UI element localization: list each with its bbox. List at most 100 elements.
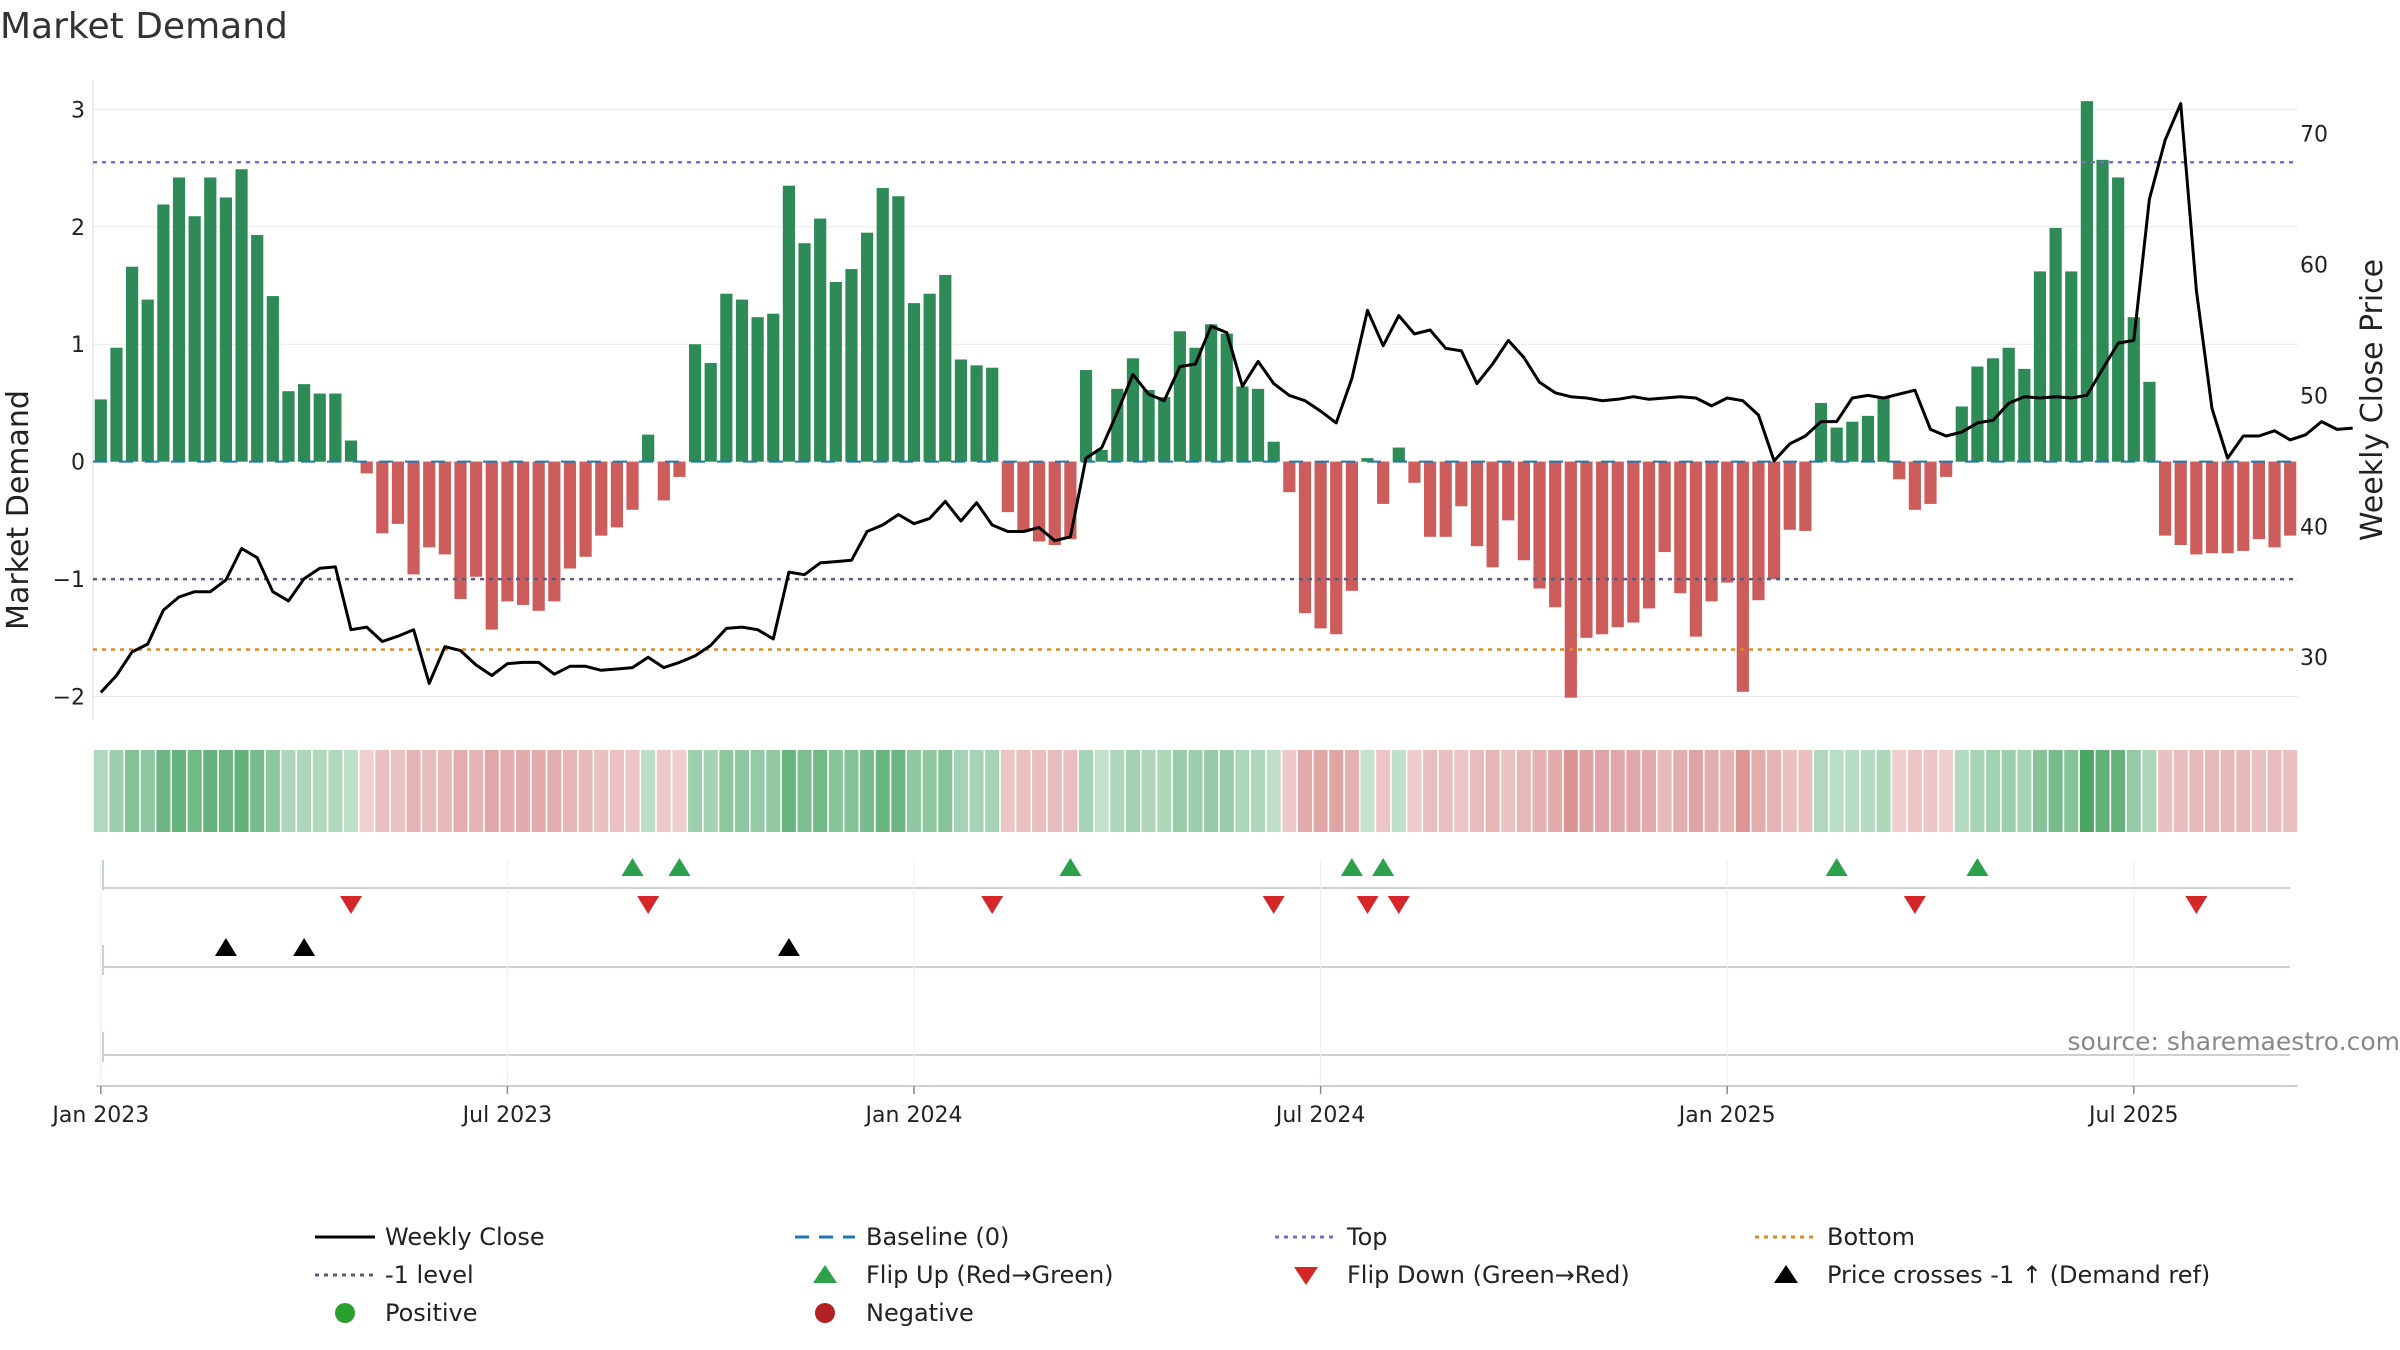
heat-cell — [140, 750, 155, 832]
demand-bar — [1908, 461, 1921, 510]
heat-cell — [2032, 750, 2047, 832]
demand-bar — [407, 461, 420, 575]
heat-cell — [1423, 750, 1438, 832]
heat-cell — [2267, 750, 2282, 832]
demand-bar — [1048, 461, 1061, 546]
demand-bar — [1377, 461, 1390, 504]
heat-cell — [1110, 750, 1125, 832]
heat-cell — [500, 750, 515, 832]
demand-bar — [1642, 461, 1656, 609]
demand-bar — [2127, 317, 2140, 462]
demand-bar — [1439, 461, 1452, 537]
demand-bar — [798, 243, 811, 462]
demand-bar — [1768, 461, 1781, 580]
legend-flip-up-icon — [813, 1265, 837, 1283]
heat-cell — [265, 750, 280, 832]
demand-bar — [1267, 441, 1280, 462]
heat-cell — [93, 750, 108, 832]
heat-cell — [2189, 750, 2204, 832]
demand-bar — [2049, 227, 2062, 462]
demand-bar — [595, 461, 608, 536]
demand-bar — [1486, 461, 1499, 568]
demand-bar — [360, 461, 373, 474]
heat-cell — [734, 750, 750, 832]
heat-cell — [1391, 750, 1406, 832]
heat-cell — [2251, 750, 2266, 832]
demand-bar — [1814, 402, 1828, 462]
demand-bar — [626, 461, 639, 510]
demand-bar — [1940, 461, 1953, 477]
heat-cell — [1563, 750, 1578, 832]
x-tick-label: Jul 2023 — [461, 1103, 553, 1128]
demand-bar — [501, 461, 514, 602]
demand-bar — [1580, 461, 1593, 638]
heat-cell — [1282, 750, 1297, 832]
demand-bar — [1283, 461, 1296, 493]
y-tick-left: 0 — [71, 451, 85, 476]
heat-cell — [422, 750, 437, 832]
legend: Weekly Close Baseline (0) Top Bottom -1 … — [315, 1223, 2210, 1327]
heat-cell — [1814, 750, 1829, 832]
demand-bar — [1345, 461, 1358, 591]
legend-negative: Negative — [866, 1299, 974, 1327]
heat-cell — [1548, 750, 1563, 832]
demand-bar — [2174, 461, 2187, 546]
heat-cell — [1469, 750, 1485, 832]
heat-cell — [250, 750, 265, 832]
heat-cell — [1907, 750, 1922, 832]
heat-cell — [1954, 750, 1969, 832]
demand-bar — [2033, 271, 2047, 462]
heat-cell — [766, 750, 781, 832]
demand-bar — [423, 461, 436, 548]
y-tick-left: 2 — [71, 216, 85, 241]
demand-bar — [1251, 388, 1265, 462]
heat-cell — [2236, 750, 2251, 832]
heat-cell — [171, 750, 187, 832]
heat-cell — [1845, 750, 1860, 832]
legend-crosses-icon — [1774, 1265, 1798, 1283]
demand-bar — [579, 461, 592, 557]
heat-cell — [1767, 750, 1782, 832]
heat-cell — [2126, 750, 2141, 832]
demand-bar — [986, 367, 999, 462]
heat-cell — [297, 750, 312, 832]
legend-flip-up: Flip Up (Red→Green) — [866, 1261, 1114, 1289]
heat-cell — [2173, 750, 2188, 832]
heat-cell — [187, 750, 202, 832]
heat-cell — [531, 750, 546, 832]
demand-bar — [188, 216, 201, 462]
heat-cell — [985, 750, 1000, 832]
heat-cell — [1986, 750, 2001, 832]
demand-bar — [767, 313, 780, 462]
flip-up-marker — [621, 858, 644, 876]
heat-cell — [406, 750, 421, 832]
y-tick-right: 60 — [2300, 254, 2328, 279]
heat-cell — [234, 750, 249, 832]
demand-bar — [1705, 461, 1718, 602]
x-tick-label: Jan 2025 — [1677, 1103, 1776, 1128]
heat-cell — [1141, 750, 1156, 832]
demand-bar — [688, 344, 702, 462]
heat-cell — [1610, 750, 1625, 832]
demand-bar — [219, 197, 233, 462]
demand-bar — [970, 365, 983, 462]
demand-bar — [2205, 461, 2219, 554]
demand-bar — [1330, 461, 1343, 635]
heat-cell — [1438, 750, 1453, 832]
demand-bars — [93, 101, 2298, 698]
demand-bar — [2284, 461, 2297, 536]
demand-bar — [344, 440, 358, 462]
heat-cell — [672, 750, 687, 832]
legend-positive-icon — [335, 1303, 355, 1323]
heat-cell — [688, 750, 703, 832]
demand-bar — [2252, 461, 2266, 540]
x-tick-label: Jul 2025 — [2087, 1103, 2179, 1128]
y-tick-right: 50 — [2300, 384, 2328, 409]
demand-bar — [814, 218, 827, 462]
demand-bar — [204, 177, 217, 462]
heat-cell — [1016, 750, 1031, 832]
heat-cell — [2095, 750, 2110, 832]
demand-bar — [470, 461, 483, 577]
heat-cell — [1798, 750, 1813, 832]
demand-bar — [1893, 461, 1906, 480]
